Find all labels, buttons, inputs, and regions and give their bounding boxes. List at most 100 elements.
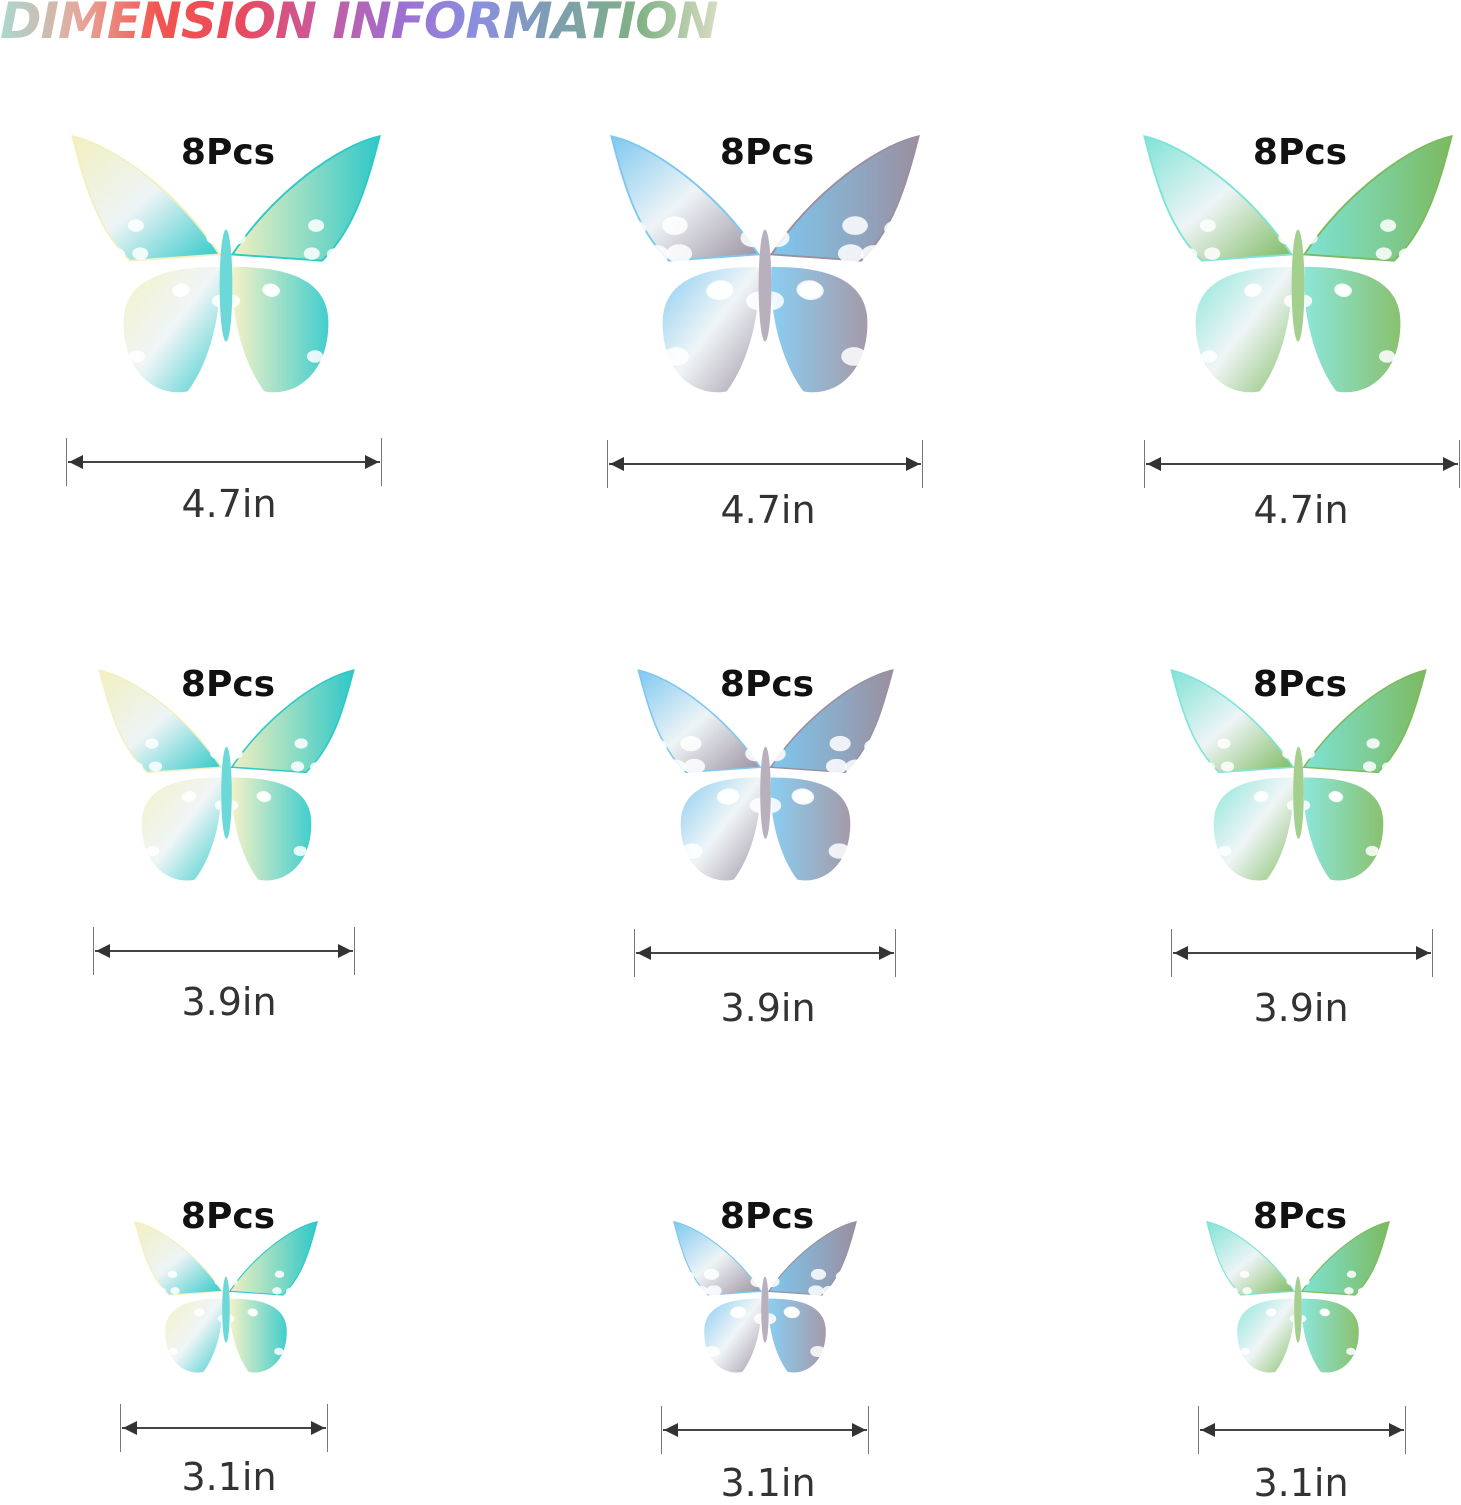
dimension-tick-right <box>1405 1406 1407 1454</box>
piece-count-label: 8Pcs <box>1252 664 1348 705</box>
butterfly-image <box>131 1218 321 1383</box>
dimension-tick-right <box>1432 929 1434 977</box>
dimension-tick-left <box>93 927 94 975</box>
butterfly-right-forewing <box>229 669 355 774</box>
butterfly-left-hindwing <box>141 777 221 881</box>
butterfly-left-hindwing <box>1213 777 1293 881</box>
butterfly-left-forewing <box>636 669 762 774</box>
butterfly-right-hindwing <box>231 777 311 881</box>
butterfly-image <box>1203 1218 1393 1383</box>
butterfly-right-hindwing <box>229 1298 287 1373</box>
dimension-line <box>636 952 895 954</box>
width-size-label: 3.1in <box>720 1461 816 1505</box>
dimension-tick-right <box>868 1406 870 1454</box>
butterfly-left-forewing <box>1169 669 1295 774</box>
butterfly-image <box>670 1218 860 1383</box>
butterfly-right-forewing <box>1301 669 1427 774</box>
butterfly-left-hindwing <box>1237 1298 1295 1373</box>
butterfly-right-forewing <box>1300 1220 1390 1296</box>
dimension-tick-left <box>120 1404 121 1452</box>
butterfly-image <box>66 130 386 410</box>
arrow-right-icon <box>852 1423 867 1437</box>
butterfly-left-forewing <box>673 1220 763 1296</box>
arrow-left-icon <box>1147 457 1162 471</box>
dimension-tick-left <box>66 438 67 486</box>
width-dimension-arrow <box>93 927 355 977</box>
butterfly-right-hindwing <box>1301 1298 1359 1373</box>
butterfly-right-hindwing <box>1304 266 1401 393</box>
width-dimension-arrow <box>120 1404 328 1454</box>
width-size-label: 3.9in <box>720 986 816 1030</box>
width-size-label: 3.1in <box>1253 1461 1349 1505</box>
dimension-tick-left <box>1144 440 1146 488</box>
dimension-line <box>609 463 922 465</box>
width-dimension-arrow <box>634 929 897 979</box>
arrow-right-icon <box>906 457 921 471</box>
dimension-tick-right <box>354 927 355 975</box>
butterfly-image <box>1166 665 1431 895</box>
dimension-line <box>122 1427 326 1429</box>
butterfly-right-forewing <box>768 669 894 774</box>
piece-count-label: 8Pcs <box>719 664 815 705</box>
piece-count-label: 8Pcs <box>180 132 276 173</box>
dimension-line <box>1200 1429 1405 1431</box>
dimension-line <box>95 950 353 952</box>
butterfly-left-hindwing <box>123 266 220 393</box>
arrow-left-icon <box>610 457 625 471</box>
width-dimension-arrow <box>66 438 382 488</box>
dimension-tick-right <box>1459 440 1461 488</box>
arrow-right-icon <box>365 455 379 469</box>
width-size-label: 3.1in <box>181 1455 277 1499</box>
butterfly-right-hindwing <box>232 266 329 393</box>
width-dimension-arrow <box>1144 440 1461 490</box>
butterfly-left-forewing <box>71 134 222 262</box>
dimension-line <box>1146 463 1459 465</box>
butterfly-right-forewing <box>1302 134 1453 262</box>
arrow-right-icon <box>879 946 894 960</box>
piece-count-label: 8Pcs <box>1252 132 1348 173</box>
width-size-label: 3.9in <box>181 980 277 1024</box>
butterfly-left-hindwing <box>165 1298 223 1373</box>
width-size-label: 4.7in <box>720 488 816 532</box>
butterfly-right-forewing <box>767 1220 857 1296</box>
dimension-tick-left <box>607 440 609 488</box>
piece-count-label: 8Pcs <box>719 1196 815 1237</box>
butterfly-right-hindwing <box>1303 777 1383 881</box>
width-size-label: 4.7in <box>1253 488 1349 532</box>
dimension-title: DIMENSION INFORMATION <box>0 0 719 50</box>
width-dimension-arrow <box>1171 929 1434 979</box>
arrow-left-icon <box>69 455 83 469</box>
arrow-left-icon <box>1174 946 1189 960</box>
arrow-left-icon <box>1201 1423 1216 1437</box>
dimension-tick-left <box>1198 1406 1200 1454</box>
dimension-tick-right <box>922 440 924 488</box>
arrow-left-icon <box>123 1421 137 1435</box>
arrow-right-icon <box>1443 457 1458 471</box>
butterfly-left-forewing <box>134 1220 224 1296</box>
dimension-line <box>68 461 380 463</box>
butterfly-left-hindwing <box>1195 266 1292 393</box>
dimension-tick-right <box>895 929 897 977</box>
butterfly-left-forewing <box>97 669 223 774</box>
arrow-left-icon <box>637 946 652 960</box>
piece-count-label: 8Pcs <box>180 664 276 705</box>
arrow-left-icon <box>96 944 110 958</box>
arrow-right-icon <box>1416 946 1431 960</box>
piece-count-label: 8Pcs <box>1252 1196 1348 1237</box>
width-size-label: 4.7in <box>181 482 277 526</box>
butterfly-right-forewing <box>230 134 381 262</box>
dimension-tick-left <box>661 1406 663 1454</box>
arrow-right-icon <box>338 944 352 958</box>
width-size-label: 3.9in <box>1253 986 1349 1030</box>
dimension-line <box>1173 952 1432 954</box>
dimension-tick-left <box>1171 929 1173 977</box>
arrow-right-icon <box>311 1421 325 1435</box>
butterfly-image <box>1138 130 1458 410</box>
width-dimension-arrow <box>607 440 924 490</box>
butterfly-right-forewing <box>769 134 920 262</box>
piece-count-label: 8Pcs <box>719 132 815 173</box>
butterfly-image <box>605 130 925 410</box>
arrow-left-icon <box>664 1423 679 1437</box>
width-dimension-arrow <box>661 1406 870 1456</box>
butterfly-left-forewing <box>1206 1220 1296 1296</box>
